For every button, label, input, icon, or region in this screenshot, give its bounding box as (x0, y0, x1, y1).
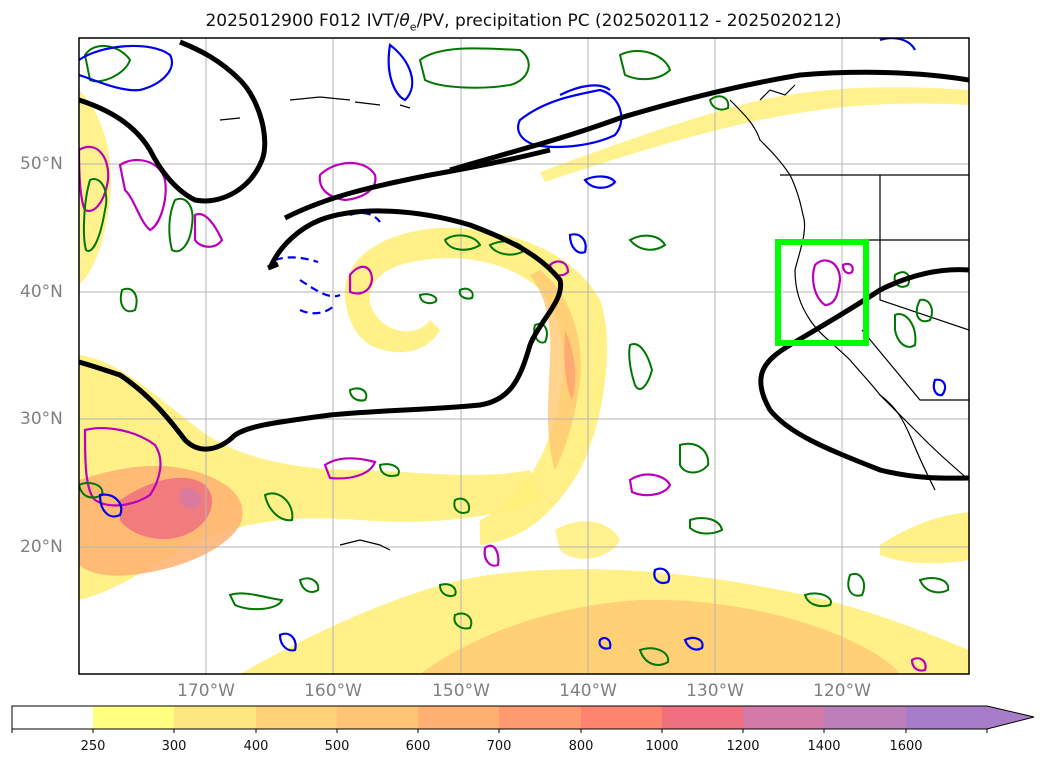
title-subscript: e (409, 20, 417, 34)
ivt-plume-peak (180, 488, 202, 509)
lon-label-120w: 120°W (813, 681, 871, 701)
title-suffix: /PV, precipitation PC (2025020112 - 2025… (416, 11, 842, 31)
pv-contours (79, 38, 947, 652)
colorbar-label-600: 600 (405, 739, 431, 754)
title-prefix: 2025012900 F012 IVT/ (205, 11, 400, 31)
cb-seg-6 (499, 706, 581, 729)
lon-label-170w: 170°W (177, 681, 235, 701)
ivt-band-north (540, 87, 969, 182)
ivt-spiral-peak (564, 330, 576, 400)
lon-label-140w: 140°W (559, 681, 617, 701)
figure-title: 2025012900 F012 IVT/θe/PV, precipitation… (0, 11, 1047, 33)
ivt-band-west (79, 90, 111, 285)
colorbar-label-250: 250 (80, 739, 106, 754)
cb-seg-11-extend (906, 706, 1034, 729)
ivt-band-southeast (880, 512, 969, 564)
target-region-box (775, 239, 869, 346)
ivt-spiral-core (530, 270, 581, 470)
colorbar-outline (11, 705, 1035, 730)
cb-seg-8 (662, 706, 743, 729)
lat-label-20n: 20°N (20, 537, 63, 557)
colorbar-label-1200: 1200 (726, 739, 760, 754)
map-layers (79, 38, 969, 674)
colorbar-label-1600: 1600 (889, 739, 923, 754)
lon-label-130w: 130°W (686, 681, 744, 701)
ivt-contours (79, 39, 969, 481)
graticule (79, 38, 969, 674)
cb-seg-7 (581, 706, 662, 729)
ivt-band-south-core (420, 599, 900, 674)
lat-label-30n: 30°N (20, 409, 63, 429)
lon-label-150w: 150°W (432, 681, 490, 701)
colorbar-label-400: 400 (243, 739, 269, 754)
cb-seg-2 (174, 706, 256, 729)
ivt-spiral (344, 227, 608, 545)
cb-seg-5 (418, 706, 499, 729)
map-frame (78, 37, 970, 675)
lon-label-160w: 160°W (304, 681, 362, 701)
colorbar-label-700: 700 (486, 739, 512, 754)
coastlines (219, 84, 969, 551)
colorbar (11, 705, 1035, 733)
theta-e-contours (79, 45, 950, 666)
cb-seg-1 (93, 706, 174, 729)
colorbar-label-300: 300 (161, 739, 187, 754)
cb-seg-3 (256, 706, 337, 729)
title-theta: θ (399, 11, 410, 31)
cb-seg-9 (743, 706, 824, 729)
colorbar-label-800: 800 (568, 739, 594, 754)
colorbar-label-1400: 1400 (807, 739, 841, 754)
cb-seg-10 (824, 706, 906, 729)
ivt-shading (79, 87, 969, 674)
colorbar-label-500: 500 (324, 739, 350, 754)
cb-seg-0 (12, 706, 93, 729)
cb-seg-4 (337, 706, 418, 729)
lat-label-40n: 40°N (20, 282, 63, 302)
colorbar-label-1000: 1000 (645, 739, 679, 754)
lat-label-50n: 50°N (20, 154, 63, 174)
colorbar-ticks (11, 729, 988, 733)
